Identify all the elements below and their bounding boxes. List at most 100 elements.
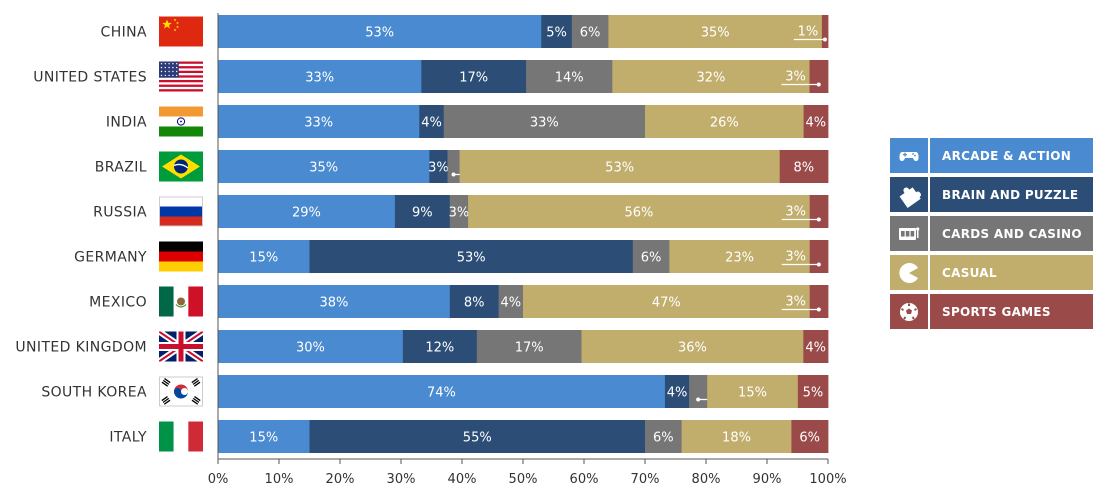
gamepad-icon xyxy=(890,138,930,173)
data-label: 9% xyxy=(412,206,433,221)
data-label: 12% xyxy=(425,341,454,356)
x-axis: 0% 10% 20% 30% 40% 50% 60% 70% 80% 90% 100% xyxy=(208,13,847,487)
data-label: 33% xyxy=(305,71,334,86)
bar-segment xyxy=(809,60,829,93)
data-label: 5% xyxy=(803,386,824,401)
data-label: 3% xyxy=(785,205,806,220)
x-tick-label: 100% xyxy=(809,472,846,487)
data-label: 6% xyxy=(580,26,601,41)
bar-segment xyxy=(309,240,634,273)
data-label: 3% xyxy=(785,295,806,310)
germany-flag xyxy=(159,241,203,272)
bar-segment xyxy=(645,420,682,453)
soccer-ball-icon xyxy=(890,294,930,329)
data-label: 6% xyxy=(641,251,662,266)
legend-label: CARDS AND CASINO xyxy=(942,226,1082,241)
data-label: 38% xyxy=(319,296,348,311)
x-tick-label: 60% xyxy=(570,472,599,487)
data-label: 3% xyxy=(428,161,449,176)
mexico-flag xyxy=(159,286,203,317)
bar-segment xyxy=(645,105,804,138)
data-label: 74% xyxy=(427,386,456,401)
bar-segment xyxy=(612,60,810,93)
bar-segment xyxy=(402,330,478,363)
bar-segment xyxy=(218,150,430,183)
x-tick-label: 90% xyxy=(753,472,782,487)
data-label: 14% xyxy=(555,71,584,86)
data-label: 53% xyxy=(365,26,394,41)
data-label: 17% xyxy=(459,71,488,86)
bar-segment xyxy=(309,420,646,453)
legend-label: ARCADE & ACTION xyxy=(942,148,1072,163)
bar-segment xyxy=(218,240,310,273)
bar-segment xyxy=(218,375,666,408)
country-label-india: INDIA xyxy=(106,115,147,131)
bar-segment xyxy=(449,285,499,318)
data-label: 6% xyxy=(653,431,674,446)
data-label: 33% xyxy=(530,116,559,131)
legend-item: SPORTS GAMES xyxy=(890,294,1093,329)
data-label: 26% xyxy=(710,116,739,131)
data-label: 47% xyxy=(652,296,681,311)
country-label-south-korea: SOUTH KOREA xyxy=(41,385,147,401)
bar-segment xyxy=(218,420,310,453)
x-tick-label: 80% xyxy=(692,472,721,487)
data-label: 4% xyxy=(500,296,521,311)
data-label: 30% xyxy=(296,341,325,356)
bar-segment xyxy=(797,375,829,408)
callout-dot xyxy=(816,307,821,312)
bar-segment xyxy=(681,420,792,453)
bar-segment xyxy=(664,375,690,408)
callout-dot xyxy=(696,397,701,402)
data-label: 33% xyxy=(304,116,333,131)
data-label: 15% xyxy=(738,386,767,401)
bar-segment xyxy=(809,285,829,318)
data-label: 8% xyxy=(794,161,815,176)
bar-segment xyxy=(707,375,799,408)
x-tick-label: 30% xyxy=(387,472,416,487)
bar-segment xyxy=(779,150,829,183)
callout-dot xyxy=(816,82,821,87)
data-label: 3% xyxy=(785,250,806,265)
data-label: 6% xyxy=(799,431,820,446)
x-tick-label: 0% xyxy=(208,472,229,487)
callout-dot xyxy=(816,217,821,222)
data-label: 15% xyxy=(249,251,278,266)
legend-label: BRAIN AND PUZZLE xyxy=(942,187,1079,202)
country-label-russia: RUSSIA xyxy=(93,205,147,221)
italy-flag xyxy=(159,421,203,452)
china-flag xyxy=(159,16,203,47)
data-label: 5% xyxy=(546,26,567,41)
flags xyxy=(159,16,203,452)
data-label: 4% xyxy=(805,341,826,356)
data-label: 3% xyxy=(449,206,470,221)
country-label-italy: ITALY xyxy=(109,430,147,446)
bar-segment xyxy=(821,15,829,48)
data-label: 32% xyxy=(696,71,725,86)
bar-segment xyxy=(218,105,420,138)
legend-label: CASUAL xyxy=(942,265,997,280)
data-label: 55% xyxy=(463,431,492,446)
bar-segment xyxy=(541,15,573,48)
bar-segment xyxy=(218,60,422,93)
bar-segment xyxy=(608,15,823,48)
x-tick-label: 10% xyxy=(265,472,294,487)
united-states-flag xyxy=(159,61,203,92)
legend-item: CASUAL xyxy=(890,255,1093,290)
stacked-bar-chart: 53% 5% 6% 35% 1% 33% 17% 14% 32% 3% 33% 4% 33% 26% 4% 3… xyxy=(15,13,847,487)
bar-segment xyxy=(419,105,445,138)
puzzle-brain-icon xyxy=(890,177,930,212)
legend-item: BRAIN AND PUZZLE xyxy=(890,177,1093,212)
legend-item: ARCADE & ACTION xyxy=(890,138,1093,173)
bar-segment xyxy=(498,285,524,318)
country-label-germany: GERMANY xyxy=(74,250,147,266)
country-label-united-kingdom: UNITED KINGDOM xyxy=(15,340,147,356)
bar-segment xyxy=(447,150,460,183)
bar-segment xyxy=(689,375,708,408)
callout-dot xyxy=(822,37,827,42)
country-labels: CHINA UNITED STATES INDIA BRAZIL RUSSIA GERMA… xyxy=(15,25,147,446)
bar-segment xyxy=(669,240,811,273)
country-label-united-states: UNITED STATES xyxy=(33,70,147,86)
x-tick-label: 40% xyxy=(448,472,477,487)
bar-segment xyxy=(809,195,829,228)
